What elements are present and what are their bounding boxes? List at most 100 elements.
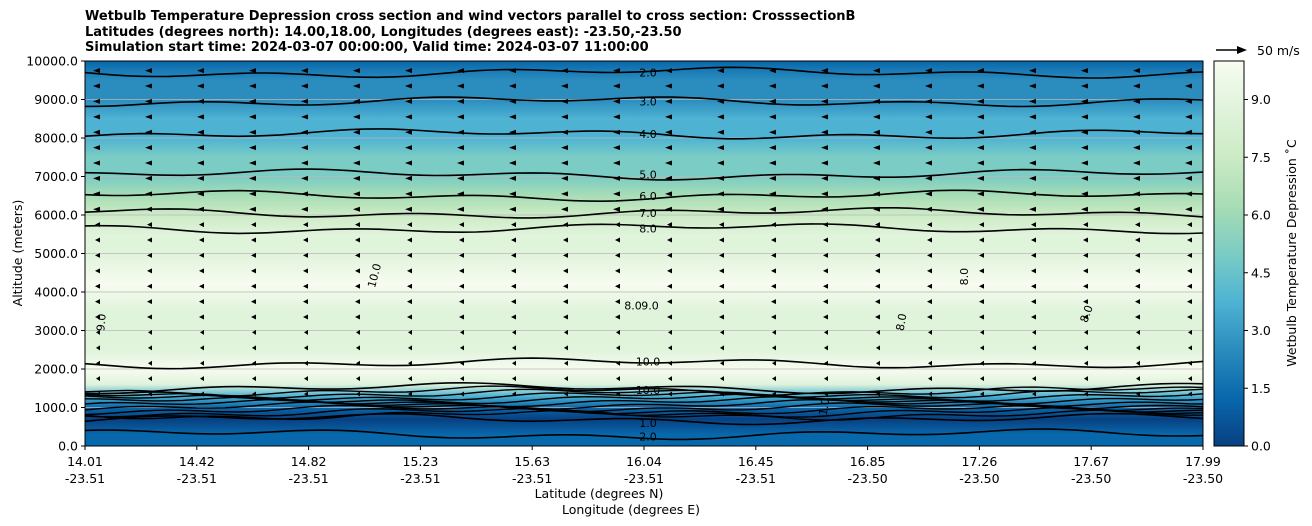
wind-vector-arrow xyxy=(613,145,620,151)
wind-vector-arrow xyxy=(353,191,360,197)
wind-vector-arrow xyxy=(93,206,100,212)
wind-vector-arrow xyxy=(1029,83,1036,89)
wind-vector-arrow xyxy=(355,237,360,243)
wind-vector-arrow xyxy=(928,360,932,366)
wind-vector-arrow xyxy=(876,376,880,382)
wind-vector-arrow xyxy=(511,222,516,228)
wind-vector-arrow xyxy=(355,222,360,228)
wind-vector-arrow xyxy=(509,68,516,74)
wind-vector-arrow xyxy=(95,314,100,320)
wind-vector-arrow xyxy=(824,376,828,382)
wind-vector-arrow xyxy=(720,391,724,397)
wind-vector-arrow xyxy=(1083,299,1088,305)
wind-vector-arrow xyxy=(251,252,256,258)
wind-vector-arrow xyxy=(1133,129,1140,135)
wind-vector-arrow xyxy=(459,237,464,243)
wind-vector-arrow xyxy=(148,376,152,382)
wind-vector-arrow xyxy=(1188,391,1192,397)
x-tick-label-lon: -23.50 xyxy=(959,471,999,486)
wind-vector-arrow xyxy=(408,345,412,351)
wind-vector-arrow xyxy=(197,160,204,166)
wind-vector-arrow xyxy=(199,299,204,305)
wind-vector-arrow xyxy=(356,376,360,382)
wind-vector-arrow xyxy=(197,83,204,89)
wind-vector-arrow xyxy=(615,268,620,274)
wind-vector-arrow xyxy=(509,206,516,212)
wind-vector-arrow xyxy=(148,329,152,335)
wind-vector-arrow xyxy=(145,129,152,135)
wind-vector-arrow xyxy=(301,129,308,135)
wind-vector-arrow xyxy=(1084,329,1088,335)
x-tick-label-lat: 14.42 xyxy=(179,454,215,469)
wind-vector-arrow xyxy=(509,160,516,166)
contour-label-rotated: 10.0 xyxy=(365,262,384,289)
wind-vector-arrow xyxy=(563,252,568,258)
wind-vector-arrow xyxy=(1031,222,1036,228)
wind-vector-arrow xyxy=(93,145,100,151)
wind-vector-arrow xyxy=(148,391,152,397)
wind-vector-arrow xyxy=(251,283,256,289)
wind-vector-arrow xyxy=(823,268,828,274)
wind-vector-arrow xyxy=(457,145,464,151)
x-tick-label-lon: -23.51 xyxy=(288,471,328,486)
wind-vector-arrow xyxy=(1083,314,1088,320)
wind-vector-arrow xyxy=(509,98,516,104)
wind-vector-arrow xyxy=(249,191,256,197)
wind-vector-arrow xyxy=(405,145,412,151)
colorbar-ticks: 0.0 1.5 3.0 4.5 6.0 7.5 9.0 xyxy=(1244,92,1271,454)
wind-vector-arrow xyxy=(1081,175,1088,181)
wind-vector-arrow xyxy=(925,129,932,135)
contour-line-dense xyxy=(85,388,1203,400)
x-tick-label-lat: 14.01 xyxy=(67,454,103,469)
wind-vector-arrow xyxy=(1136,391,1140,397)
wind-vector-arrow xyxy=(1187,237,1192,243)
x-tick-label-lat: 15.23 xyxy=(403,454,439,469)
wind-vector-arrow xyxy=(821,68,828,74)
wind-vector-arrow xyxy=(303,222,308,228)
wind-vector-arrow xyxy=(927,299,932,305)
wind-vector-arrow xyxy=(1187,283,1192,289)
wind-vector-arrow xyxy=(1081,114,1088,120)
wind-vector-arrow xyxy=(977,98,984,104)
wind-vector-arrow xyxy=(251,314,256,320)
wind-vector-arrow xyxy=(353,206,360,212)
wind-vector-arrow xyxy=(301,145,308,151)
wind-vector-arrow xyxy=(564,376,568,382)
wind-vector-arrow xyxy=(561,145,568,151)
wind-vector-arrow xyxy=(977,206,984,212)
colorbar-tick-label: 4.5 xyxy=(1251,265,1271,280)
contour-line xyxy=(85,189,1203,203)
wind-vector-arrow xyxy=(928,345,932,351)
wind-vector-arrow xyxy=(821,114,828,120)
contour-label: 7.0 xyxy=(639,207,657,220)
wind-vector-arrow xyxy=(197,68,204,74)
wind-vector-arrow xyxy=(821,175,828,181)
wind-vector-arrow xyxy=(665,175,672,181)
wind-vector-arrow xyxy=(301,68,308,74)
wind-vector-arrow xyxy=(251,268,256,274)
wind-vector-arrow xyxy=(1084,391,1088,397)
title-line-2: Latitudes (degrees north): 14.00,18.00, … xyxy=(85,24,682,40)
wind-vector-arrow xyxy=(405,160,412,166)
wind-vector-arrow xyxy=(93,68,100,74)
x-tick-label-lon: -23.50 xyxy=(847,471,887,486)
wind-vector-arrow xyxy=(1135,299,1140,305)
wind-vector-arrow xyxy=(301,114,308,120)
quiver-key-arrow-head xyxy=(1237,46,1247,54)
wind-vector-arrow xyxy=(1133,191,1140,197)
contour-labels: 2.03.04.05.06.07.08.010.010.01.02.010.09… xyxy=(94,67,1096,444)
wind-vector-arrow xyxy=(511,283,516,289)
contour-label-rotated: 8.0 xyxy=(894,312,910,331)
wind-vector-arrow xyxy=(720,360,724,366)
quiver-key-label: 50 m/s xyxy=(1257,43,1300,58)
wind-vector-arrow xyxy=(665,114,672,120)
wind-vector-arrow xyxy=(459,283,464,289)
wind-vector-arrow xyxy=(249,114,256,120)
wind-vector-arrow xyxy=(199,268,204,274)
wind-vector-arrow xyxy=(925,206,932,212)
wind-vector-arrow xyxy=(769,175,776,181)
wind-vector-arrow xyxy=(301,160,308,166)
wind-vector-arrow xyxy=(613,191,620,197)
wind-vector-arrow xyxy=(197,145,204,151)
wind-vector-arrow xyxy=(561,83,568,89)
